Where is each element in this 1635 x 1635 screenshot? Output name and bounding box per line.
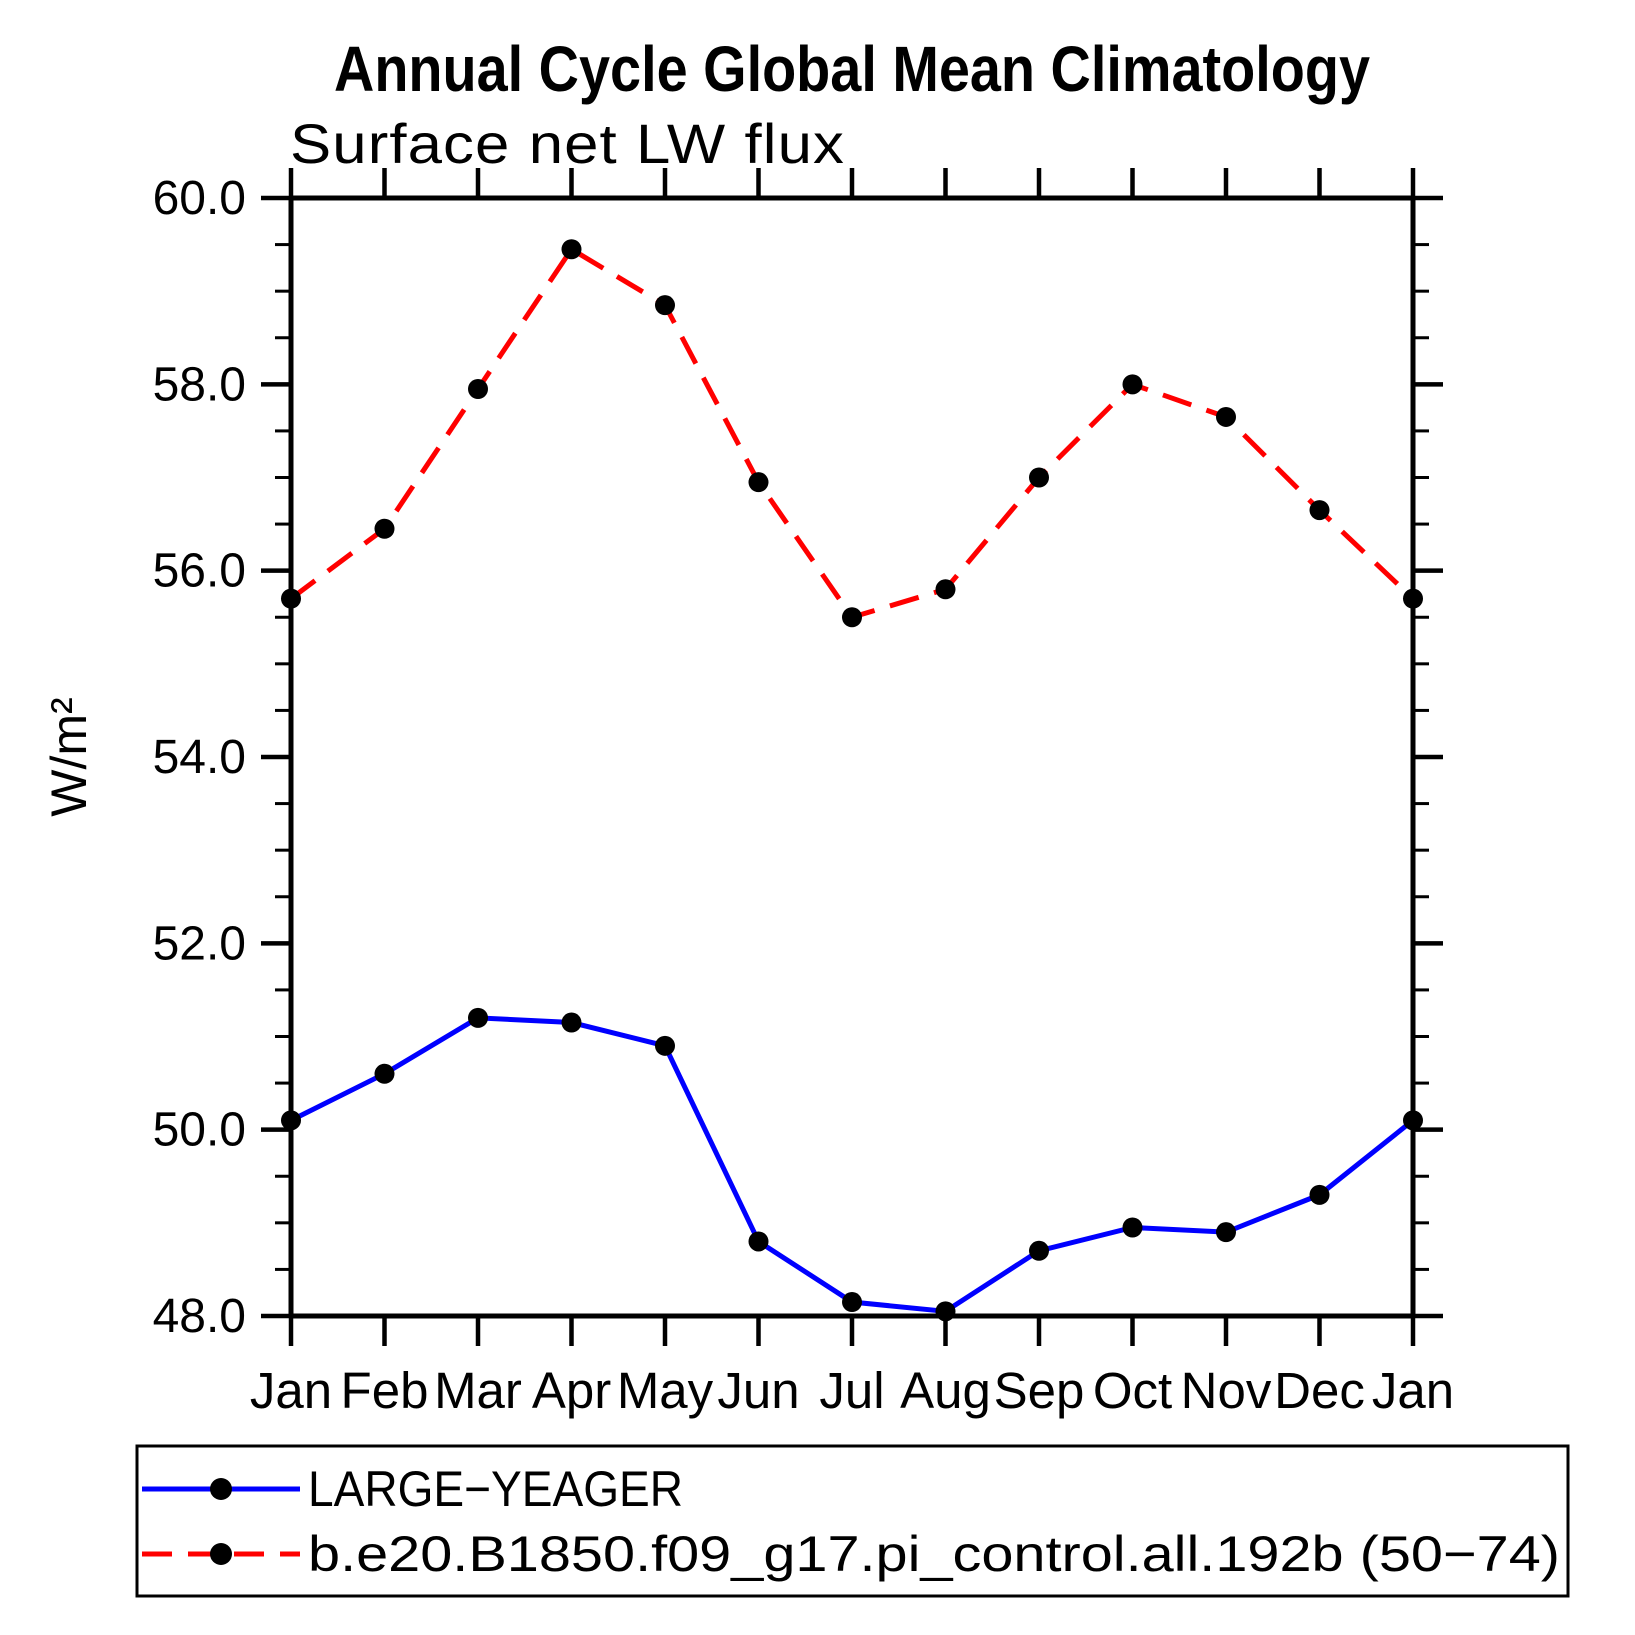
y-axis-label: W/m² xyxy=(41,697,97,816)
series-0 xyxy=(281,1007,1423,1322)
x-tick-label: Mar xyxy=(434,1362,522,1419)
data-point-marker xyxy=(935,1301,956,1322)
data-point-marker xyxy=(655,295,675,316)
x-tick-label: Aug xyxy=(900,1362,991,1419)
legend-box xyxy=(135,1444,1570,1598)
data-point-marker xyxy=(561,1012,582,1033)
data-point-marker xyxy=(1403,1110,1423,1131)
x-tick-label: Apr xyxy=(532,1362,611,1419)
x-tick-label: Jul xyxy=(819,1362,884,1419)
y-tick-label: 52.0 xyxy=(153,917,246,970)
x-tick-label: May xyxy=(617,1362,714,1419)
data-point-marker xyxy=(1309,1184,1330,1205)
legend-entry-large-yeager: LARGE−YEAGER xyxy=(142,1461,683,1517)
x-tick-label: Feb xyxy=(341,1362,429,1419)
data-point-marker xyxy=(1309,500,1330,521)
data-point-marker xyxy=(281,588,301,609)
data-point-marker xyxy=(374,1063,395,1084)
y-tick-label: 58.0 xyxy=(153,358,246,411)
data-point-marker xyxy=(1122,1217,1143,1238)
legend-marker-dot xyxy=(210,1543,232,1565)
data-point-marker xyxy=(561,239,582,260)
data-point-marker xyxy=(1403,588,1423,609)
data-point-marker xyxy=(935,579,956,600)
x-tick-label: Dec xyxy=(1274,1362,1365,1419)
x-tick-label: Jan xyxy=(1372,1362,1454,1419)
chart-title: Annual Cycle Global Mean Climatology xyxy=(334,33,1370,105)
data-point-marker xyxy=(748,1231,769,1252)
x-tick-label: Jun xyxy=(717,1362,799,1419)
x-tick-label: Jan xyxy=(250,1362,332,1419)
legend: LARGE−YEAGER b.e20.B1850.f09_g17.pi_cont… xyxy=(135,1444,1570,1598)
data-series xyxy=(281,239,1423,1322)
data-point-marker xyxy=(655,1035,675,1056)
data-point-marker xyxy=(1216,406,1236,427)
data-point-marker xyxy=(1029,467,1049,488)
legend-entry-pi-control: b.e20.B1850.f09_g17.pi_control.all.192b … xyxy=(142,1526,1560,1582)
chart-subtitle: Surface net LW flux xyxy=(290,112,845,175)
data-point-marker xyxy=(281,1110,301,1131)
y-tick-label: 60.0 xyxy=(153,172,246,225)
x-tick-label: Nov xyxy=(1181,1362,1272,1419)
y-tick-label: 56.0 xyxy=(153,545,246,598)
legend-label-pi-control: b.e20.B1850.f09_g17.pi_control.all.192b … xyxy=(308,1526,1560,1582)
data-point-marker xyxy=(468,1007,488,1028)
x-tick-label: Oct xyxy=(1093,1362,1172,1419)
x-tick-label: Sep xyxy=(994,1362,1085,1419)
data-point-marker xyxy=(748,472,769,493)
y-tick-label: 48.0 xyxy=(153,1290,246,1343)
legend-label-large-yeager: LARGE−YEAGER xyxy=(308,1461,683,1517)
data-point-marker xyxy=(842,607,862,628)
data-point-marker xyxy=(1122,374,1143,395)
y-tick-label: 50.0 xyxy=(153,1104,246,1157)
series-1 xyxy=(281,239,1423,628)
data-point-marker xyxy=(842,1292,862,1313)
data-point-marker xyxy=(1216,1222,1236,1243)
legend-marker-dot xyxy=(210,1478,232,1500)
y-tick-label: 54.0 xyxy=(153,731,246,784)
data-point-marker xyxy=(374,518,395,539)
data-point-marker xyxy=(1029,1240,1049,1261)
data-point-marker xyxy=(468,378,488,399)
